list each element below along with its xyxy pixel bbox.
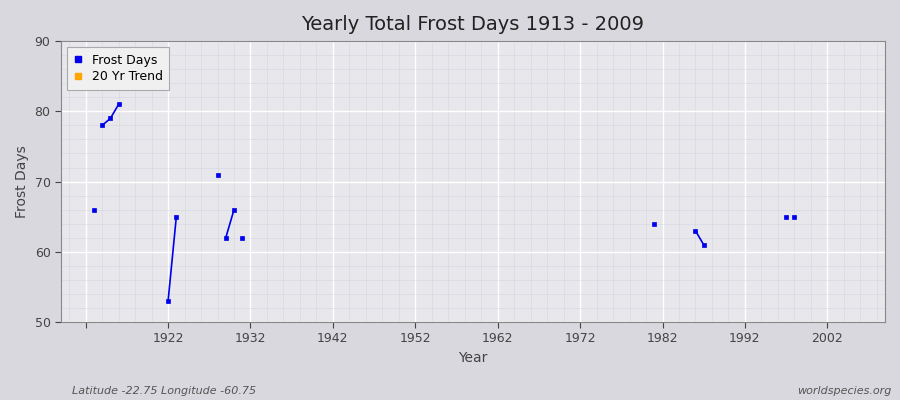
- X-axis label: Year: Year: [458, 351, 488, 365]
- Text: Latitude -22.75 Longitude -60.75: Latitude -22.75 Longitude -60.75: [72, 386, 256, 396]
- Y-axis label: Frost Days: Frost Days: [15, 145, 29, 218]
- Text: worldspecies.org: worldspecies.org: [796, 386, 891, 396]
- Title: Yearly Total Frost Days 1913 - 2009: Yearly Total Frost Days 1913 - 2009: [302, 15, 644, 34]
- Legend: Frost Days, 20 Yr Trend: Frost Days, 20 Yr Trend: [68, 47, 169, 90]
